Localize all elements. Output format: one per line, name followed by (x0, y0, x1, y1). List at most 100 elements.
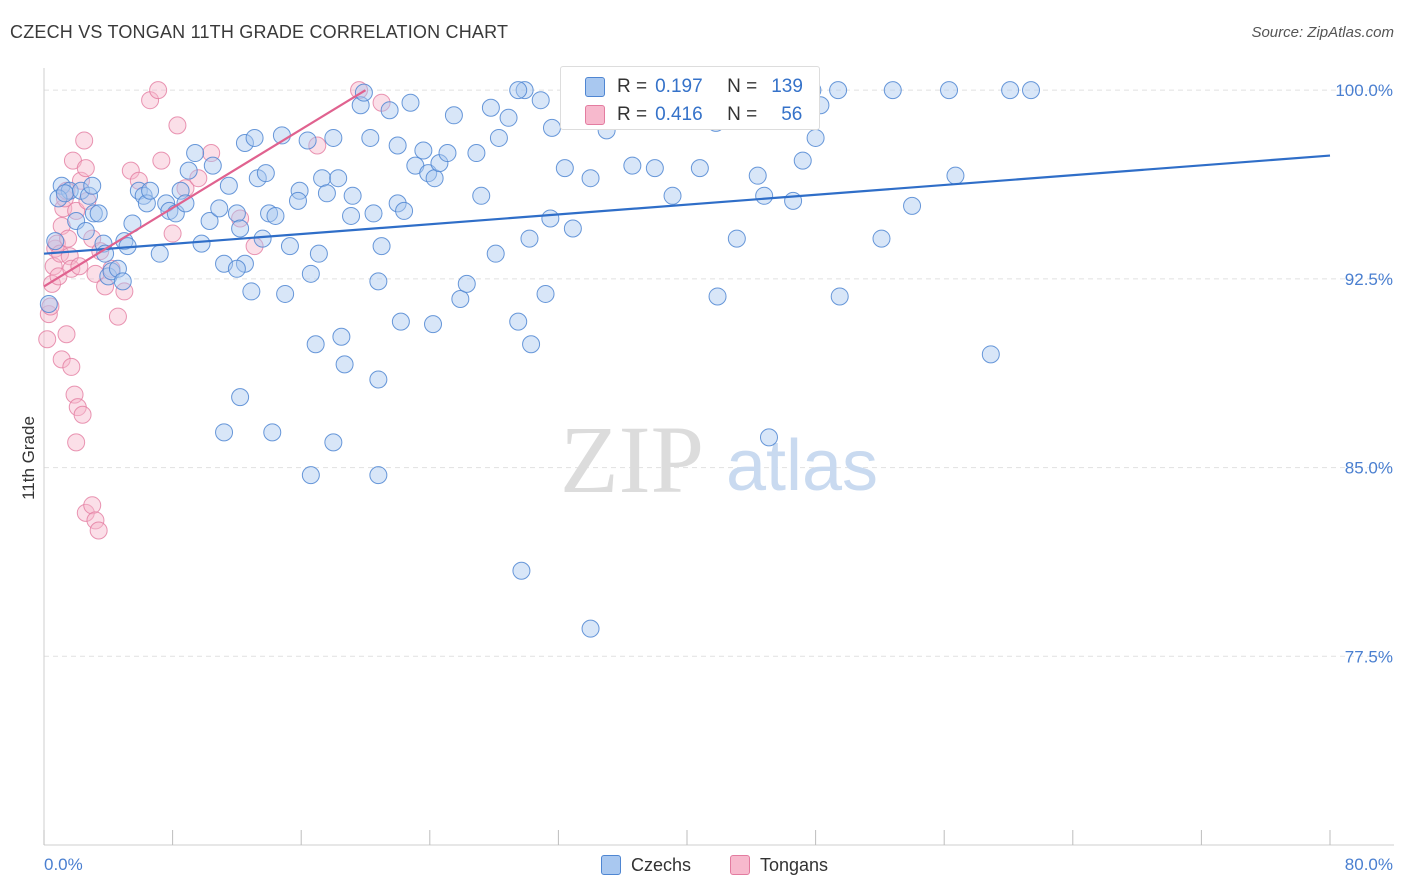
czech-point (509, 81, 528, 100)
czech-point (141, 181, 160, 200)
czech-point (623, 156, 642, 175)
czech-point (444, 106, 463, 125)
legend-czech-swatch (601, 855, 621, 875)
tongan-point (76, 159, 95, 178)
czech-point (253, 229, 272, 248)
czech-point (242, 282, 261, 301)
czech-point (581, 169, 600, 188)
legend-item-tongans[interactable]: Tongans (730, 852, 828, 878)
czech-point (176, 194, 195, 213)
czech-point (89, 204, 108, 223)
czech-point (46, 232, 65, 251)
czech-point (192, 234, 211, 253)
tongan-point (57, 325, 76, 344)
czech-point (113, 272, 132, 291)
tongan-point (176, 179, 195, 198)
czech-point (542, 118, 561, 137)
czech-point (380, 101, 399, 120)
czech-point (522, 335, 541, 354)
czech-point (414, 141, 433, 160)
czech-point (555, 159, 574, 178)
czech-point (361, 128, 380, 147)
czech-point (227, 204, 246, 223)
czech-point (115, 232, 134, 251)
czech-point (581, 619, 600, 638)
tongan-point (168, 116, 187, 135)
tongan-trend-line (43, 89, 367, 288)
czech-point (80, 186, 99, 205)
tongan-point (75, 131, 94, 150)
czech-r-label: R = (617, 76, 648, 97)
czech-point (332, 327, 351, 346)
tongan-point (350, 81, 369, 100)
czech-point (481, 98, 500, 117)
czech-point (467, 144, 486, 163)
tongan-point (308, 136, 327, 155)
x-tick-label: 0.0% (44, 855, 83, 874)
tongan-point (83, 496, 102, 515)
tongans-series (38, 81, 391, 540)
czech-point (83, 176, 102, 195)
czech-point (451, 289, 470, 308)
czech-point (313, 169, 332, 188)
watermark-atlas: atlas (726, 426, 878, 506)
czech-point (364, 204, 383, 223)
legend-tongan-label: Tongans (760, 854, 829, 875)
czech-point (342, 206, 361, 225)
czech-point (499, 108, 518, 127)
tongan-point (149, 81, 168, 100)
tongan-point (67, 201, 86, 220)
czech-point (472, 186, 491, 205)
czech-point (301, 466, 320, 485)
axes (43, 68, 1394, 846)
czech-point (343, 186, 362, 205)
czech-point (231, 388, 250, 407)
legend-item-czechs[interactable]: Czechs (601, 852, 691, 878)
tongan-n-label: N = (727, 104, 758, 125)
tongan-point (86, 511, 105, 530)
czech-point (227, 259, 246, 278)
czech-point (329, 169, 348, 188)
czech-point (872, 229, 891, 248)
czech-point (39, 295, 58, 314)
czech-point (755, 186, 774, 205)
tongan-point (83, 229, 102, 248)
czech-point (309, 244, 328, 263)
czech-n-value: 139 (771, 76, 803, 97)
czech-point (883, 81, 902, 100)
czech-point (55, 184, 74, 203)
czech-point (263, 423, 282, 442)
czech-point (317, 184, 336, 203)
czech-point (690, 159, 709, 178)
czech-point (563, 219, 582, 238)
y-tick-label: 85.0% (1345, 459, 1393, 478)
tongan-point (62, 357, 81, 376)
czech-point (708, 287, 727, 306)
czech-point (806, 128, 825, 147)
tongan-point (67, 433, 86, 452)
czech-point (215, 423, 234, 442)
czech-point (829, 81, 848, 100)
x-tick-label: 80.0% (1345, 855, 1393, 874)
czech-point (369, 272, 388, 291)
czech-point (541, 209, 560, 228)
tick-labels: 77.5% 85.0% 92.5% 100.0% 0.0% 80.0% (44, 81, 1393, 874)
czech-point (727, 229, 746, 248)
czech-point (486, 244, 505, 263)
tongan-point (73, 405, 92, 424)
stats-row-tongan: R = 0.416 N = 56 (561, 101, 802, 129)
czech-point (301, 264, 320, 283)
czech-point (324, 128, 343, 147)
czech-point (457, 274, 476, 293)
tongan-point (189, 169, 208, 188)
czech-point (203, 156, 222, 175)
czech-point (663, 186, 682, 205)
czech-point (369, 370, 388, 389)
czech-point (395, 201, 414, 220)
czech-point (324, 433, 343, 452)
czech-point (388, 194, 407, 213)
czech-n-label: N = (727, 76, 758, 97)
czech-point (235, 133, 254, 152)
czech-point (784, 191, 803, 210)
